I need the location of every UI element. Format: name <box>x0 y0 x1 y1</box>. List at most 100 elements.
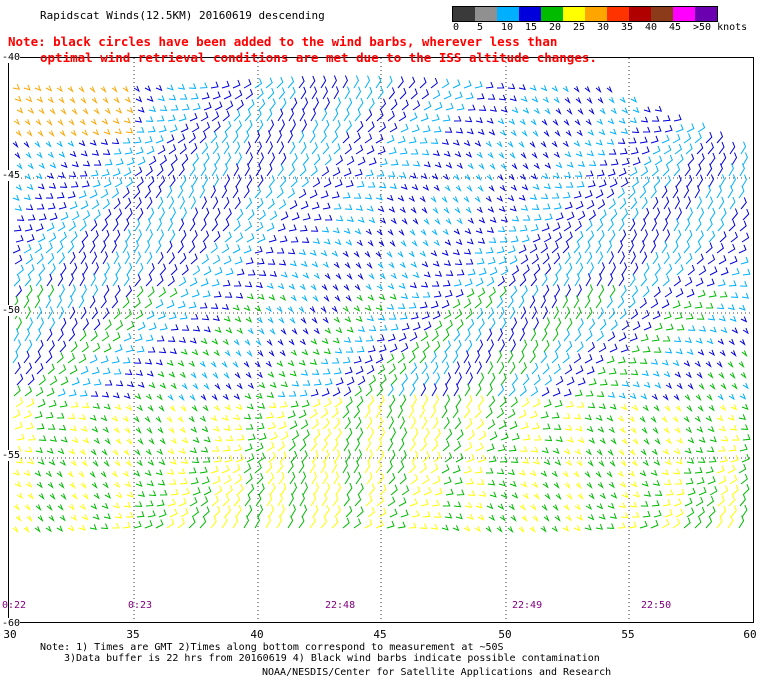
wind-barb <box>356 294 363 302</box>
wind-barb <box>365 385 373 397</box>
wind-barb <box>574 389 583 397</box>
wind-barb <box>136 404 143 412</box>
wind-barb <box>629 501 638 508</box>
wind-barb <box>222 445 231 452</box>
wind-barb <box>199 302 208 309</box>
wind-barb <box>147 346 156 353</box>
wind-barb <box>630 96 638 103</box>
wind-barb <box>672 241 679 254</box>
wind-barb <box>246 453 255 463</box>
wind-barb <box>212 254 221 265</box>
wind-barb <box>706 278 715 287</box>
wind-barb <box>445 428 453 441</box>
wind-barb <box>650 416 657 424</box>
wind-barb <box>566 317 573 331</box>
wind-barb <box>102 367 111 375</box>
wind-barb <box>225 267 234 276</box>
wind-barb <box>16 215 25 221</box>
wind-barb <box>730 505 737 518</box>
wind-barb <box>400 183 408 190</box>
wind-barb <box>420 499 429 507</box>
wind-barb <box>433 290 442 298</box>
wind-barb <box>322 202 331 210</box>
wind-barb <box>365 284 372 291</box>
wind-barb <box>575 482 582 490</box>
wind-barb <box>222 393 229 401</box>
wind-barb <box>642 229 648 243</box>
wind-barb <box>236 99 244 111</box>
wind-barb <box>718 255 727 265</box>
wind-barb <box>280 211 289 221</box>
wind-barb <box>455 394 462 408</box>
wind-barb <box>618 117 626 124</box>
wind-barb <box>728 163 734 177</box>
wind-barb <box>332 227 340 234</box>
wind-barb <box>309 408 318 419</box>
wind-barb <box>452 196 459 204</box>
wind-barb <box>334 120 341 133</box>
wind-barb <box>707 254 716 265</box>
wind-barb <box>489 317 496 331</box>
wind-barb <box>332 108 339 122</box>
wind-barb <box>375 519 384 529</box>
wind-barb <box>27 214 36 221</box>
wind-barb <box>126 320 135 331</box>
wind-barb <box>434 101 443 111</box>
wind-barb <box>79 390 88 397</box>
wind-barb <box>148 155 157 166</box>
wind-barb <box>717 495 725 507</box>
wind-barb <box>387 229 394 236</box>
wind-barb <box>487 307 494 320</box>
wind-barb <box>166 416 173 424</box>
wind-barb <box>510 285 518 298</box>
wind-barb <box>411 342 420 353</box>
wind-barb <box>610 492 618 499</box>
wind-barb <box>291 430 300 441</box>
wind-barb <box>420 173 428 180</box>
wind-barb <box>36 152 43 159</box>
wind-barb <box>191 349 199 356</box>
wind-barb <box>81 514 89 521</box>
wind-barb <box>488 286 496 298</box>
wind-barb <box>189 163 196 177</box>
wind-barb <box>585 170 594 177</box>
wind-barb <box>256 422 265 430</box>
wind-barb <box>641 146 650 155</box>
wind-barb <box>46 119 53 127</box>
wind-barb <box>654 155 663 166</box>
wind-barb <box>191 457 200 464</box>
wind-barb <box>26 458 34 465</box>
wind-barb <box>103 513 111 520</box>
wind-barb <box>665 323 674 331</box>
wind-barb <box>243 463 252 474</box>
wind-barb <box>49 317 56 331</box>
wind-barb <box>344 471 351 485</box>
wind-barb <box>223 141 230 155</box>
wind-barb <box>233 220 241 232</box>
wind-barb <box>577 108 584 116</box>
wind-barb <box>135 251 142 265</box>
wind-barb <box>49 108 56 115</box>
wind-barb <box>455 185 462 192</box>
wind-barb <box>103 460 110 468</box>
wind-barb <box>665 382 673 390</box>
wind-barb <box>323 295 330 303</box>
wind-barb <box>91 366 100 375</box>
wind-barb <box>353 356 362 364</box>
wind-barb <box>400 342 409 353</box>
wind-barb <box>661 359 669 366</box>
wind-barb <box>444 185 451 192</box>
wind-barb <box>686 457 695 464</box>
wind-barb <box>533 434 542 441</box>
wind-barb <box>740 141 747 155</box>
wind-barb <box>551 141 558 148</box>
wind-barb <box>665 438 672 445</box>
wind-barb <box>387 283 395 290</box>
wind-barb <box>192 383 199 390</box>
wind-barb <box>302 153 309 166</box>
wind-barb <box>643 106 651 113</box>
wind-barb <box>321 438 328 452</box>
wind-barb <box>412 322 421 331</box>
wind-barb <box>740 256 749 265</box>
wind-barb <box>598 284 605 298</box>
